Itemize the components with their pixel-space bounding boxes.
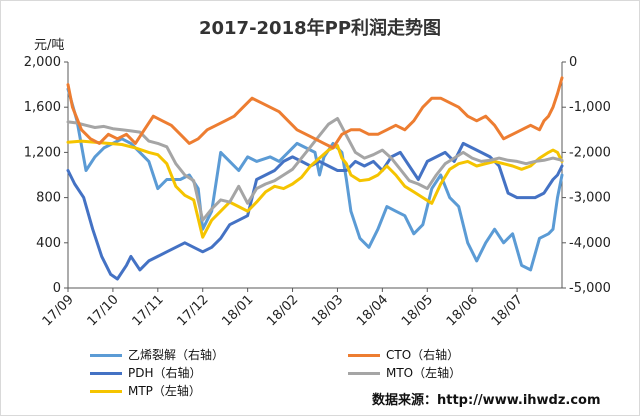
left-axis-unit: 元/吨 [34,38,65,53]
left-tick-label: 2,000 [24,55,61,70]
series-line-MTO（左轴） [66,117,564,222]
right-tick-label: -4,000 [569,236,611,251]
x-tick-label: 17/10 [85,292,122,329]
series-line-乙烯裂解（右轴） [66,87,564,272]
legend-item-mto: MTO（左轴） [348,364,461,381]
legend-item-mtp: MTP（左轴） [90,382,201,399]
series-line-CTO（右轴） [66,76,564,150]
left-tick-label: 1,200 [24,145,61,160]
legend-swatch [90,390,122,393]
legend-swatch [348,372,380,375]
chart-title: 2017-2018年PP利润走势图 [198,18,442,39]
left-tick-label: 0 [53,281,61,296]
legend-label: MTP（左轴） [128,384,201,398]
x-tick-label: 18/05 [399,292,436,329]
legend-label: MTO（左轴） [386,366,462,380]
legend-label: PDH（右轴） [128,366,202,380]
x-tick-label: 18/07 [489,292,526,329]
right-tick-label: -1,000 [569,100,611,115]
series-layer [66,76,564,281]
legend-swatch [348,354,380,357]
series-line-MTP（左轴） [66,139,564,239]
right-tick-label: -3,000 [569,191,611,206]
right-tick-label: 0 [569,55,577,70]
right-tick-label: -2,000 [569,145,611,160]
x-tick-label: 18/03 [309,292,346,329]
legend-item-ethylene-cracking: 乙烯裂解（右轴） [90,346,224,363]
legend-swatch [90,372,122,375]
legend-label: CTO（右轴） [386,348,460,362]
x-tick-label: 17/12 [174,292,211,329]
x-tick-label: 18/02 [264,292,301,329]
x-tick-label: 18/06 [444,292,481,329]
legend-swatch [90,354,122,357]
legend-item-pdh: PDH（右轴） [90,364,202,381]
legend-label: 乙烯裂解（右轴） [128,348,225,362]
x-tick-label: 17/09 [40,292,77,329]
x-tick-label: 18/04 [354,292,391,329]
legend-item-cto: CTO（右轴） [348,346,459,363]
left-tick-label: 400 [36,236,61,251]
axes-layer: 0 400 800 1,200 1,600 2,000 -5,000 -4,000 -3,000… [24,55,611,329]
data-source: 数据来源：http://www.ihwdz.com [372,393,601,408]
x-tick-label: 18/01 [219,292,256,329]
left-tick-label: 800 [36,191,61,206]
x-tick-label: 17/11 [130,292,167,329]
left-tick-label: 1,600 [24,100,61,115]
right-tick-label: -5,000 [569,281,611,296]
